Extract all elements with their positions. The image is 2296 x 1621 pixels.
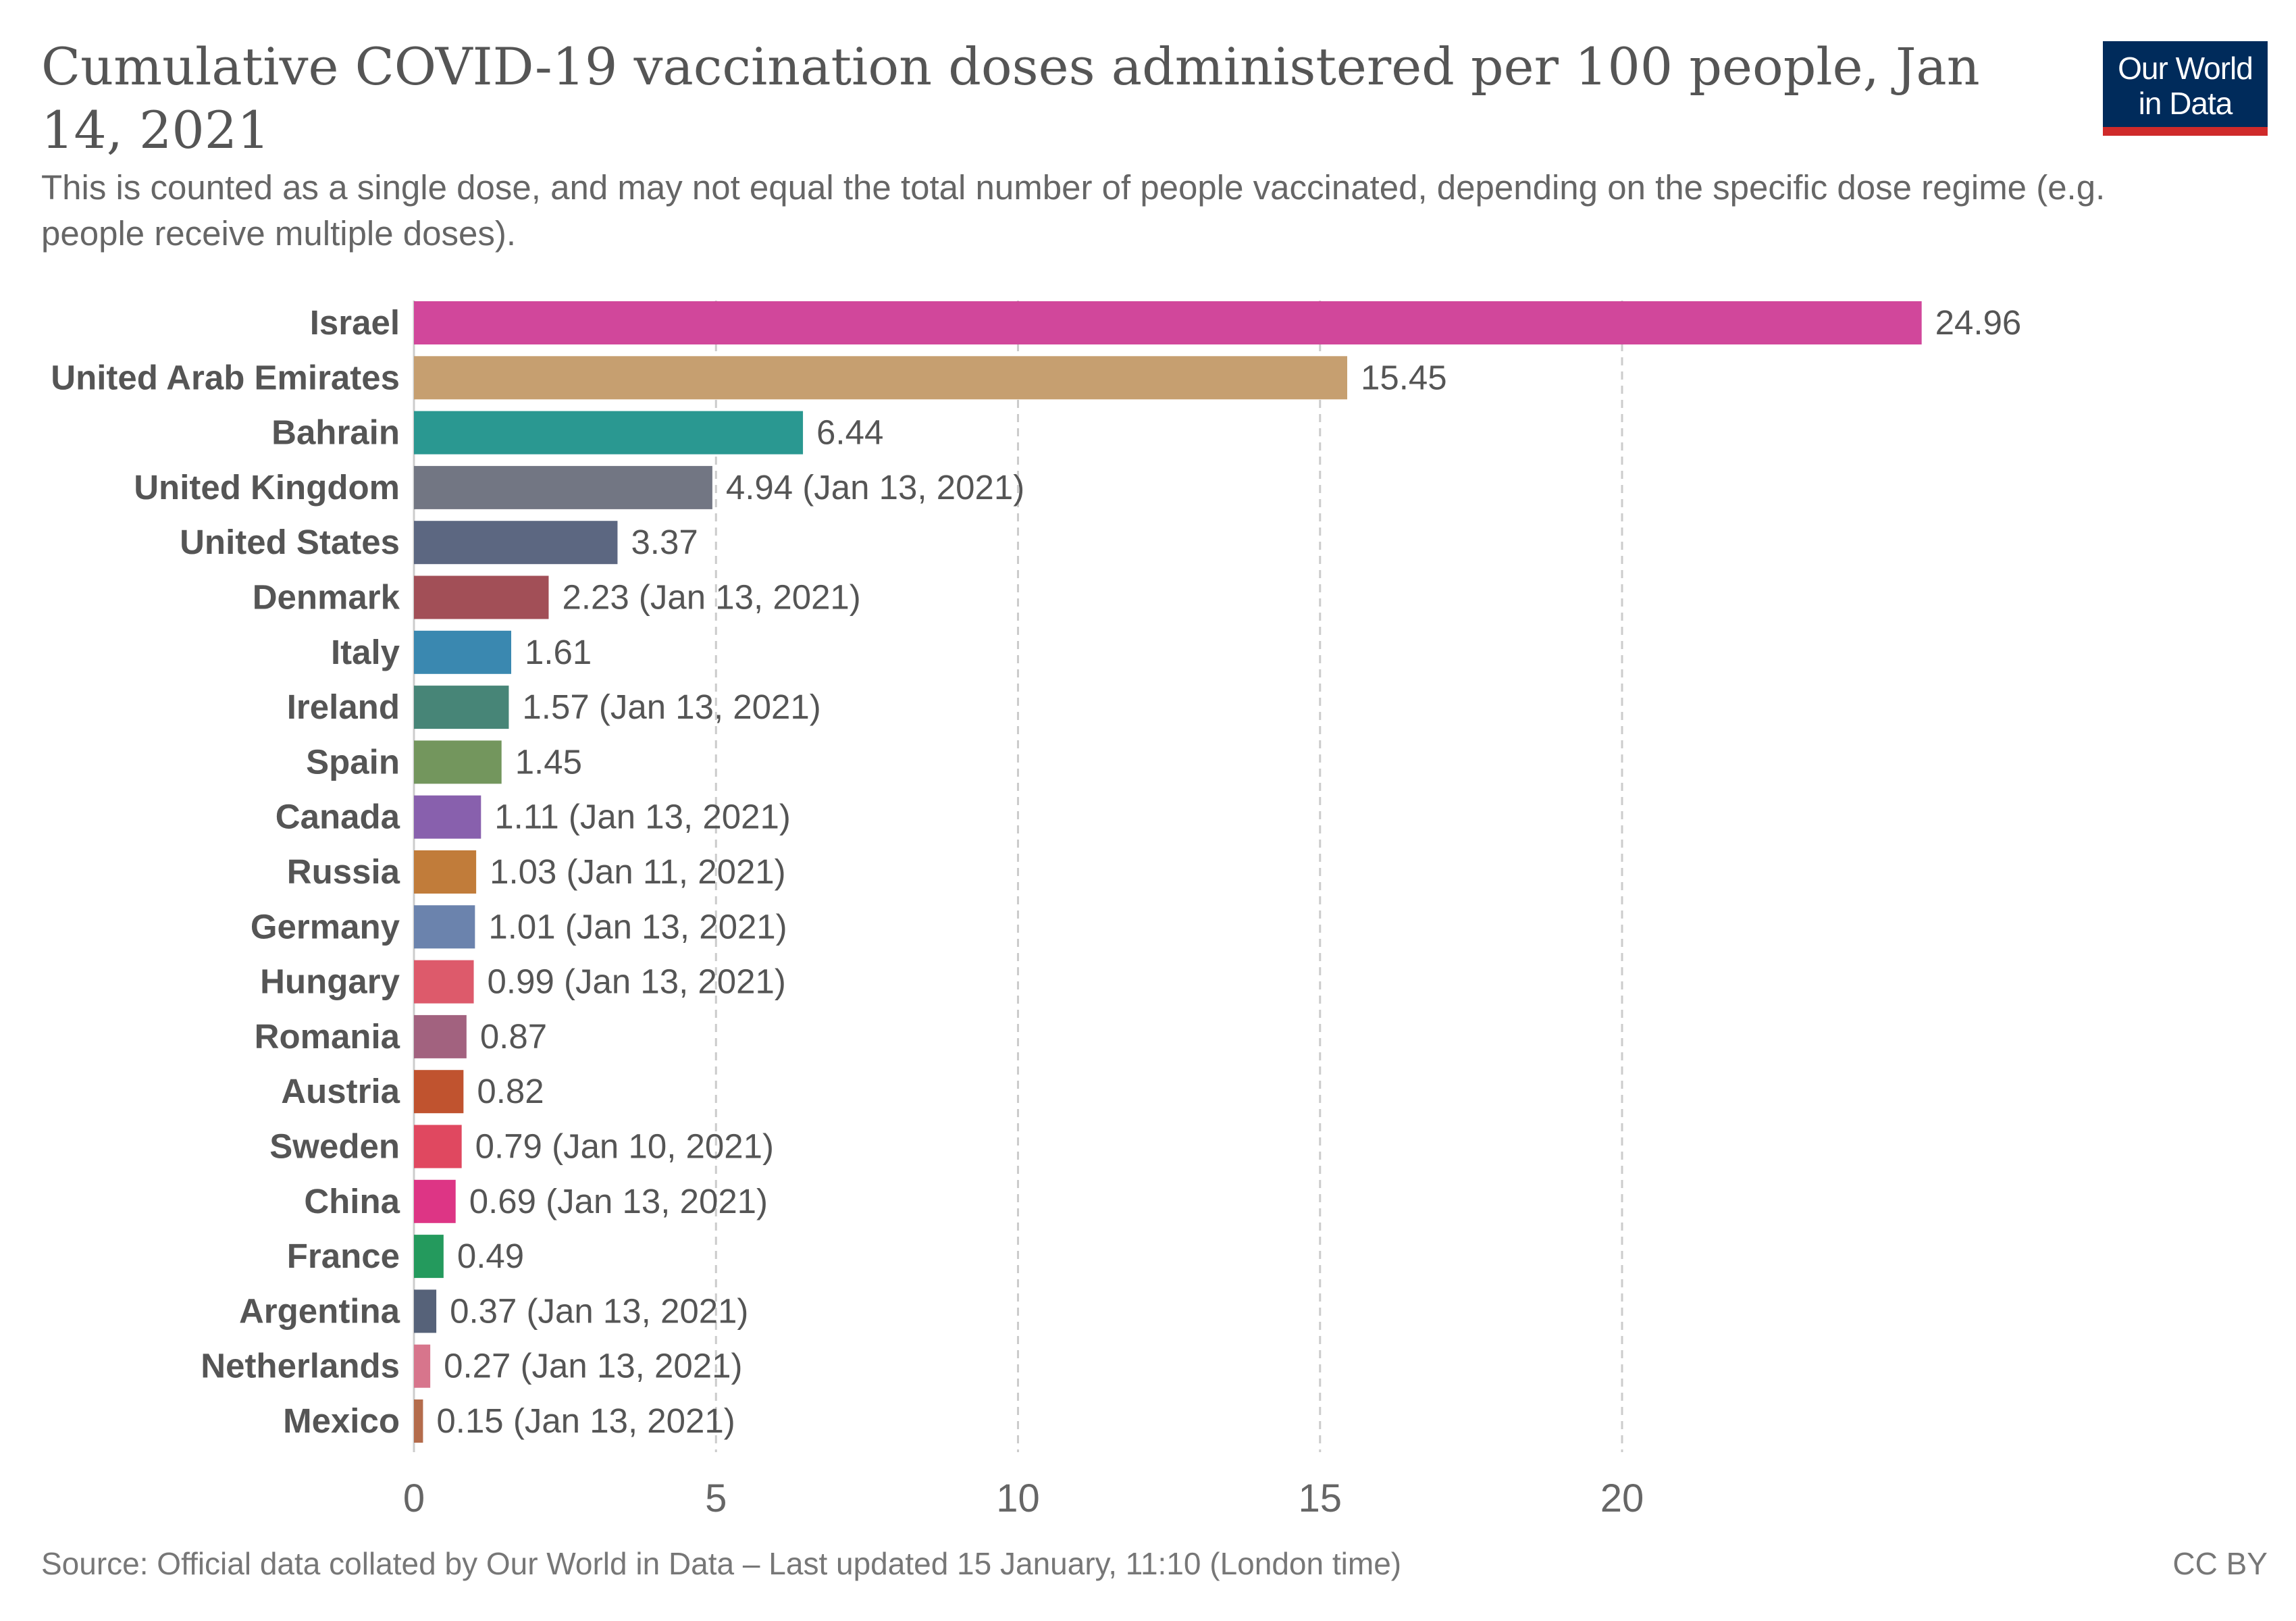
category-label: Israel [310,303,400,342]
logo-accent-bar [2103,127,2268,136]
bar[interactable] [414,1179,456,1223]
bar[interactable] [414,740,502,784]
bar[interactable] [414,630,512,674]
category-label: United Kingdom [134,468,400,507]
value-label: 3.37 [631,523,698,561]
category-label: Russia [287,852,400,891]
x-tick-label: 15 [1298,1476,1342,1520]
category-label: Spain [306,742,400,781]
bar[interactable] [414,686,509,729]
x-tick-labels: 0 5 10 15 20 [403,1476,1644,1520]
bar[interactable] [414,521,618,565]
bar[interactable] [414,960,474,1004]
x-tick-label: 0 [403,1476,425,1520]
category-label: Hungary [260,962,400,1001]
category-label: Argentina [239,1291,400,1330]
category-label: Austria [281,1072,400,1110]
category-label: United Arab Emirates [51,358,400,396]
bar[interactable] [414,411,804,455]
value-label: 0.27 (Jan 13, 2021) [444,1347,742,1385]
x-tick-label: 5 [705,1476,727,1520]
value-label: 0.15 (Jan 13, 2021) [436,1401,735,1440]
chart-title: Cumulative COVID-19 vaccination doses ad… [41,36,1980,160]
category-label: Canada [276,798,400,836]
logo-line-2: in Data [2138,86,2233,121]
x-tick-label: 10 [996,1476,1040,1520]
value-label: 0.37 (Jan 13, 2021) [450,1291,748,1330]
bar[interactable] [414,301,1922,344]
category-label: Bahrain [271,413,400,452]
bar[interactable] [414,795,481,839]
bar[interactable] [414,1125,462,1168]
value-label: 1.57 (Jan 13, 2021) [522,688,820,726]
bar[interactable] [414,1344,431,1388]
value-label: 1.11 (Jan 13, 2021) [494,798,791,836]
category-label: China [304,1182,400,1220]
bar[interactable] [414,1014,467,1058]
bar[interactable] [414,575,549,619]
category-label: Sweden [269,1127,400,1166]
bar[interactable] [414,465,712,509]
value-label: 4.94 (Jan 13, 2021) [726,468,1024,507]
category-label: Netherlands [201,1347,400,1385]
value-label: 0.49 [457,1237,524,1275]
category-label: Mexico [283,1401,400,1440]
value-label: 24.96 [1935,303,2022,342]
value-label: 1.01 (Jan 13, 2021) [488,907,787,946]
x-tick-label: 20 [1600,1476,1644,1520]
chart-bars [414,301,1922,1443]
bar[interactable] [414,850,477,894]
category-label: Italy [331,633,400,671]
category-label: Ireland [287,688,400,726]
bar[interactable] [414,1070,464,1114]
chart-subtitle: This is counted as a single dose, and ma… [41,168,2106,253]
value-label: 0.99 (Jan 13, 2021) [488,962,786,1001]
source-note[interactable]: Source: Official data collated by Our Wo… [41,1546,1402,1581]
license-link[interactable]: CC BY [2172,1546,2268,1581]
bar[interactable] [414,1399,423,1443]
value-label: 0.87 [480,1017,547,1056]
bar[interactable] [414,356,1348,400]
bar[interactable] [414,905,475,949]
category-label: Germany [251,907,400,946]
value-labels: 24.96 15.45 6.44 4.94 (Jan 13, 2021) 3.37 2.2… [436,303,2021,1440]
value-label: 0.69 (Jan 13, 2021) [469,1182,768,1220]
category-label: United States [180,523,400,561]
value-label: 1.61 [525,633,592,671]
value-label: 2.23 (Jan 13, 2021) [562,578,860,617]
category-label: Denmark [253,578,400,617]
category-label: Romania [255,1017,400,1056]
bar[interactable] [414,1289,437,1333]
value-label: 6.44 [816,413,883,452]
value-label: 15.45 [1361,358,1447,396]
logo-line-1: Our World [2118,51,2253,86]
category-label: France [287,1237,400,1275]
bar[interactable] [414,1235,444,1279]
value-label: 1.03 (Jan 11, 2021) [490,852,786,891]
value-label: 0.82 [477,1072,544,1110]
category-labels: Israel United Arab Emirates Bahrain United … [51,303,400,1440]
value-label: 1.45 [515,742,582,781]
owid-logo[interactable]: Our World in Data [2103,41,2268,136]
value-label: 0.79 (Jan 10, 2021) [475,1127,774,1166]
